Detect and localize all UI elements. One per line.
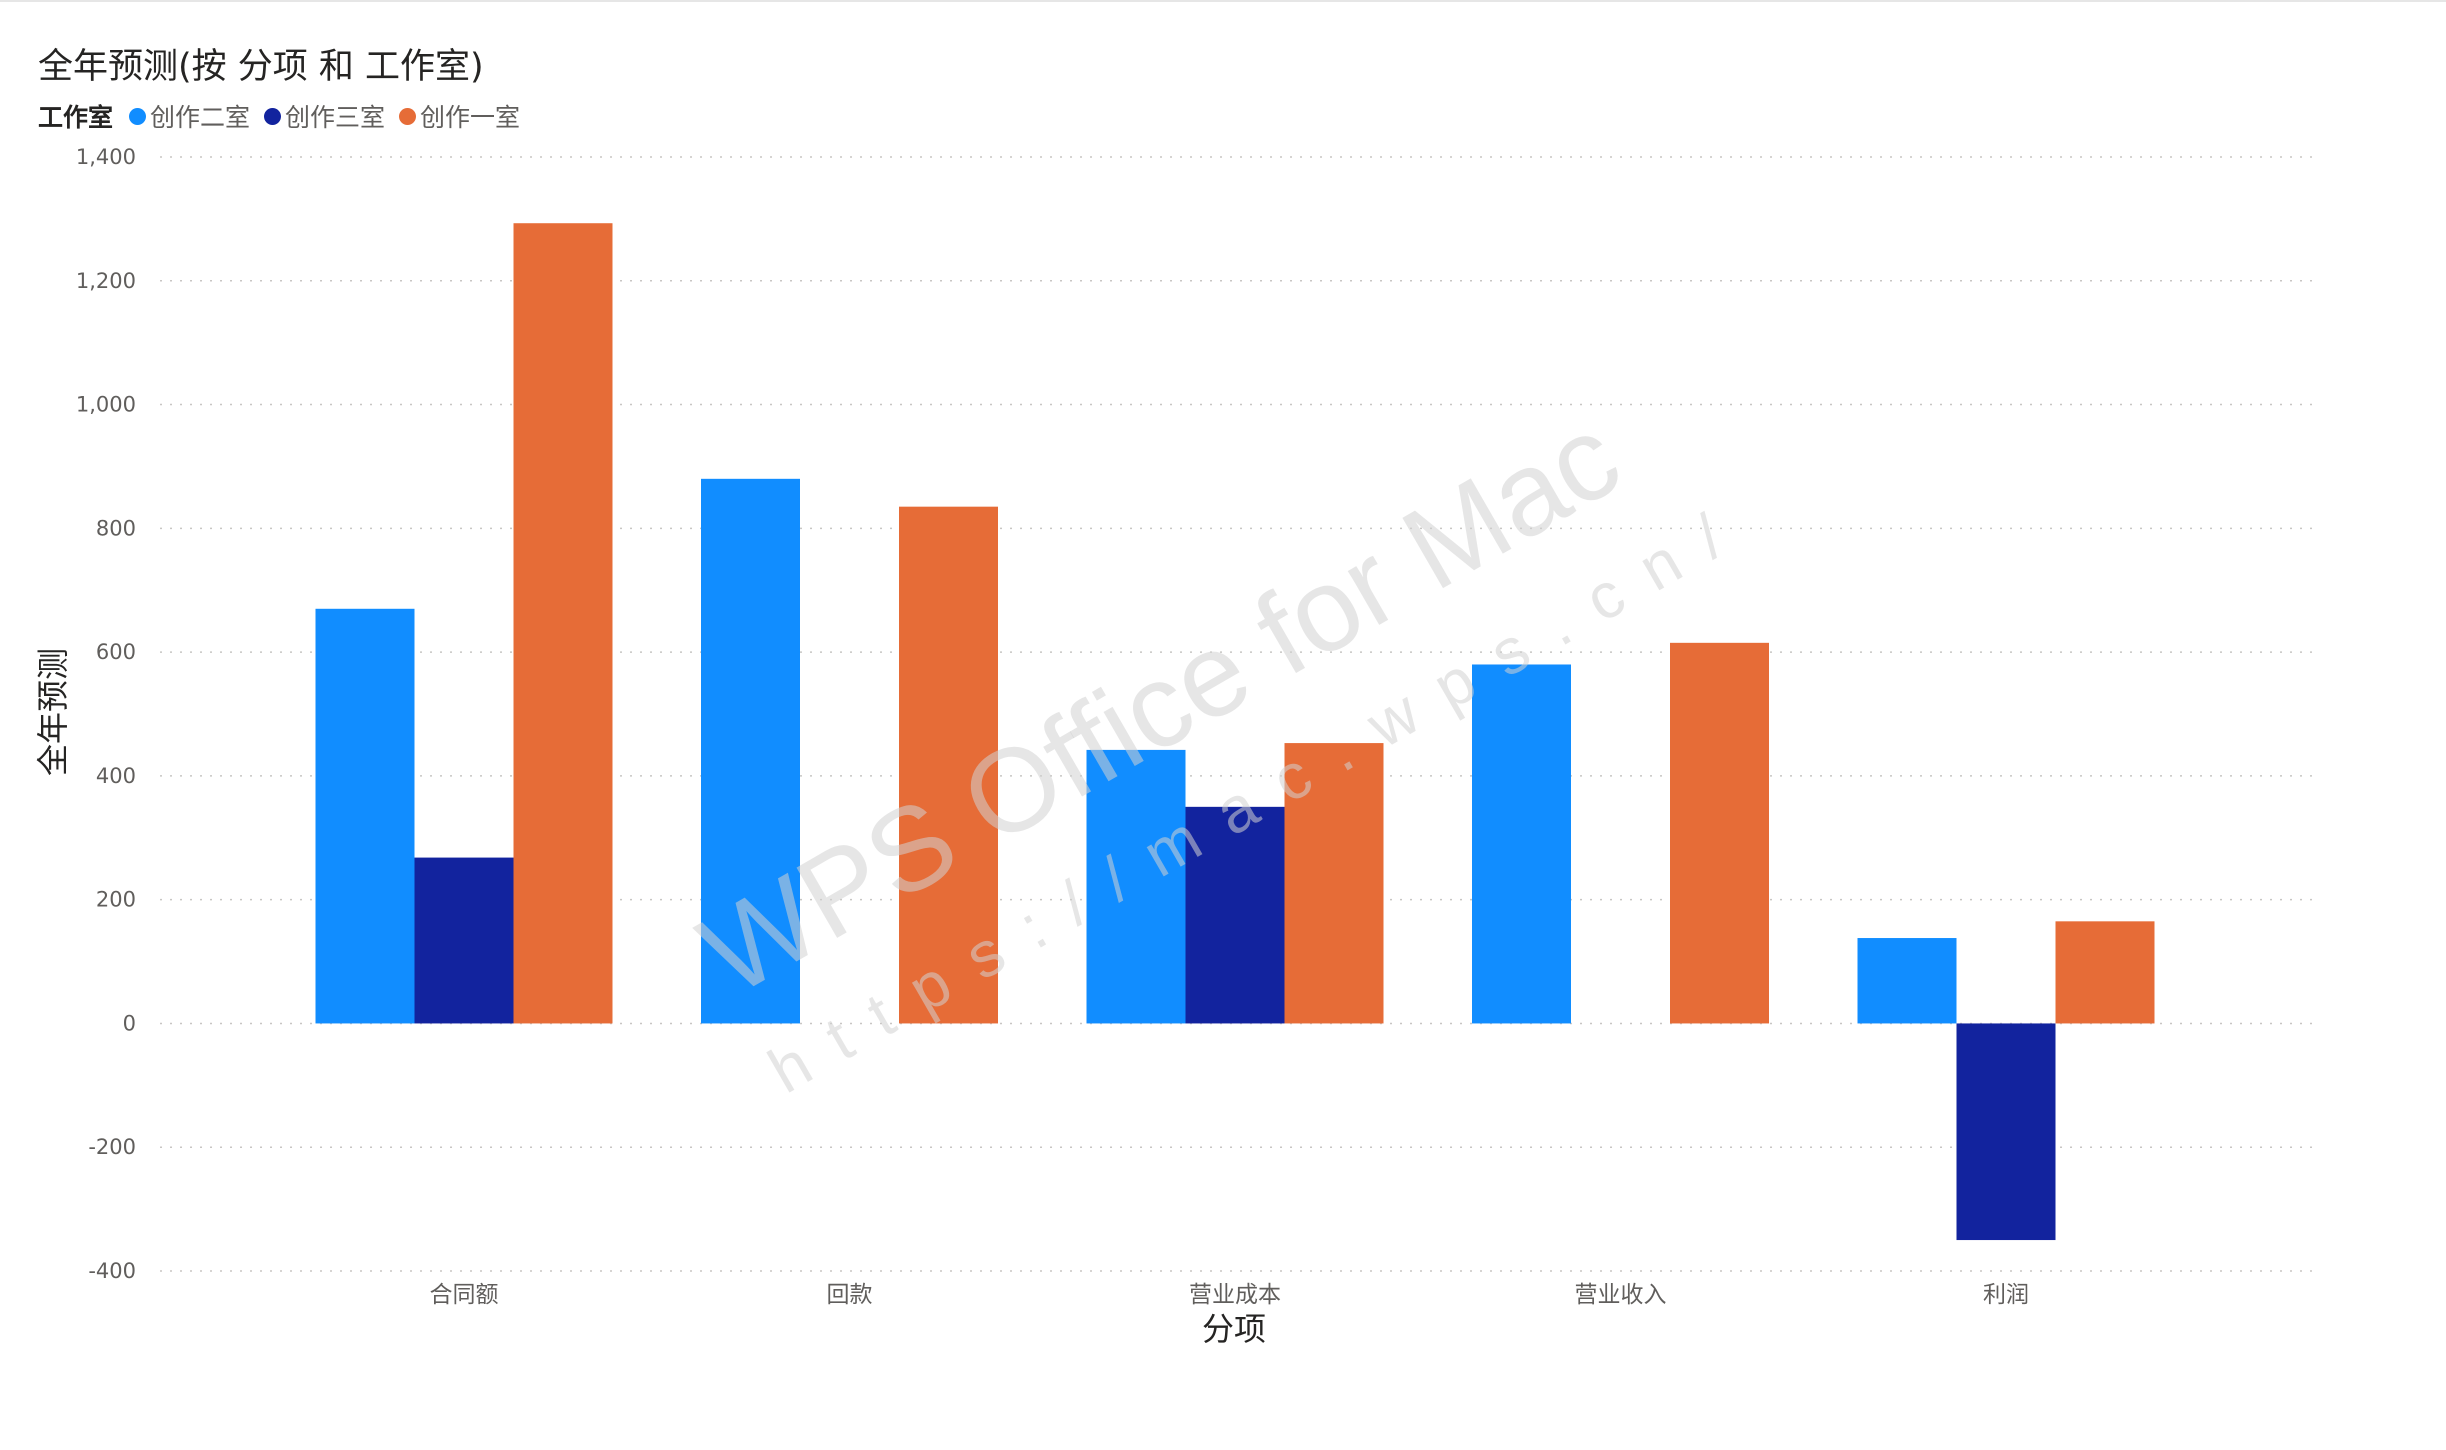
y-tick-label: 800 bbox=[96, 516, 136, 540]
y-axis-title: 全年预测 bbox=[34, 648, 72, 776]
bar-4-1[interactable] bbox=[1956, 1023, 2056, 1241]
y-tick-label: 600 bbox=[96, 640, 136, 664]
bar-2-0[interactable] bbox=[1086, 749, 1186, 1024]
chart-title: 全年预测(按 分项 和 工作室) bbox=[38, 47, 484, 87]
legend-dot-icon bbox=[264, 107, 282, 125]
bar-0-1[interactable] bbox=[414, 857, 514, 1024]
y-tick-label: -400 bbox=[88, 1259, 136, 1283]
y-tick-label: 1,000 bbox=[76, 393, 136, 417]
bar-1-2[interactable] bbox=[899, 506, 998, 1024]
y-tick-label: 400 bbox=[96, 764, 136, 788]
bar-2-2[interactable] bbox=[1284, 743, 1384, 1024]
x-tick-label: 营业成本 bbox=[1189, 1282, 1281, 1308]
legend: 工作室 创作二室 创作三室 创作一室 bbox=[38, 96, 534, 136]
x-tick-label: 回款 bbox=[827, 1282, 873, 1308]
y-tick-label: 0 bbox=[123, 1011, 136, 1035]
bars bbox=[315, 223, 2155, 1241]
y-tick-label: -200 bbox=[88, 1135, 136, 1159]
legend-label: 创作三室 bbox=[285, 103, 386, 132]
bar-0-0[interactable] bbox=[315, 608, 415, 1024]
y-tick-label: 1,400 bbox=[76, 145, 136, 169]
legend-item-series-0[interactable]: 创作二室 bbox=[129, 98, 250, 134]
x-tick-label: 营业收入 bbox=[1575, 1282, 1667, 1308]
bar-4-2[interactable] bbox=[2055, 921, 2155, 1024]
bar-4-0[interactable] bbox=[1857, 938, 1957, 1024]
y-tick-label: 200 bbox=[96, 888, 136, 912]
legend-item-series-2[interactable]: 创作一室 bbox=[399, 98, 520, 134]
bar-2-1[interactable] bbox=[1185, 806, 1285, 1024]
legend-label: 创作二室 bbox=[150, 103, 251, 132]
legend-label: 创作一室 bbox=[420, 103, 521, 132]
bar-0-2[interactable] bbox=[513, 223, 613, 1024]
y-axis-ticks: -400 -200 0 200 400 600 800 1,000 1,200 1,400 bbox=[76, 145, 136, 1283]
legend-item-series-1[interactable]: 创作三室 bbox=[264, 98, 385, 134]
x-tick-label: 合同额 bbox=[430, 1282, 499, 1308]
bar-3-0[interactable] bbox=[1472, 664, 1571, 1024]
legend-title: 工作室 bbox=[38, 103, 114, 132]
legend-dot-icon bbox=[129, 107, 147, 125]
x-axis-title: 分项 bbox=[1202, 1310, 1266, 1348]
legend-dot-icon bbox=[399, 107, 417, 125]
top-border bbox=[0, 0, 2446, 2]
y-tick-label: 1,200 bbox=[76, 269, 136, 293]
bar-3-2[interactable] bbox=[1670, 642, 1769, 1024]
x-tick-label: 利润 bbox=[1983, 1282, 2029, 1308]
bar-1-0[interactable] bbox=[701, 478, 800, 1024]
x-axis-ticks: 合同额 回款 营业成本 营业收入 利润 bbox=[430, 1282, 2030, 1308]
